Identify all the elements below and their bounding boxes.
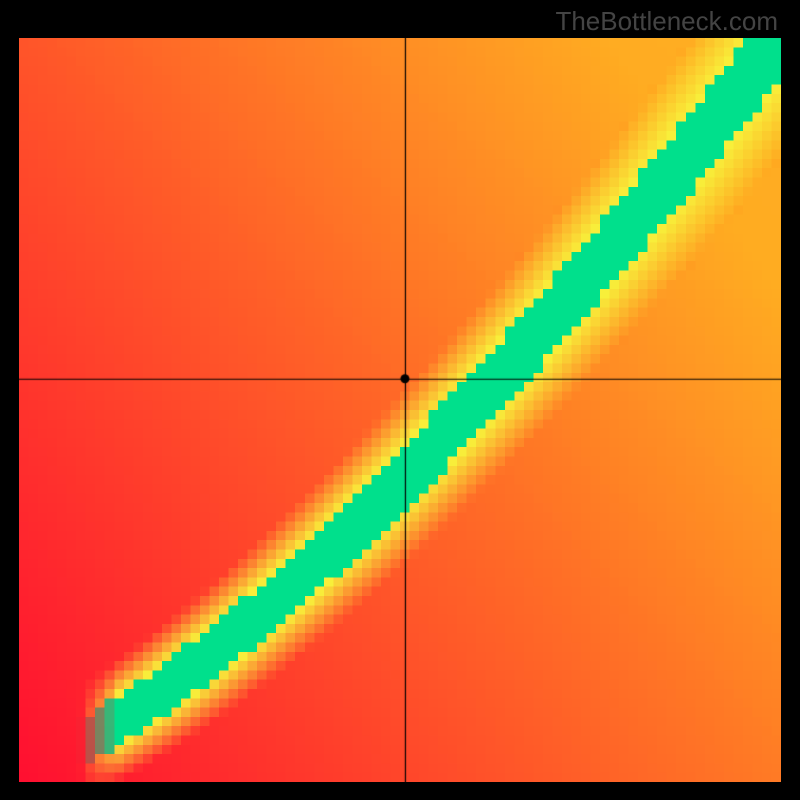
crosshair-overlay bbox=[19, 38, 781, 782]
watermark-text: TheBottleneck.com bbox=[555, 6, 778, 37]
